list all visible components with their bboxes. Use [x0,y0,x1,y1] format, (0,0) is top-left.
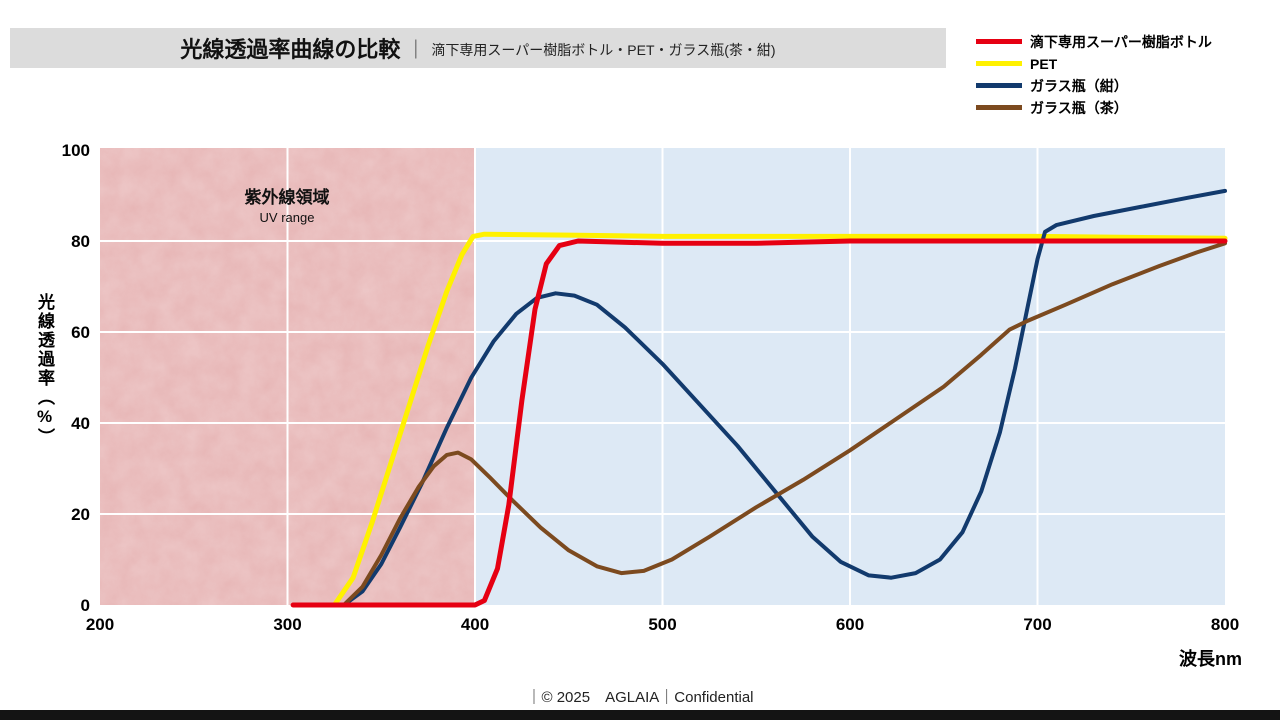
title-bar: 光線透過率曲線の比較 ｜ 滴下専用スーパー樹脂ボトル・PET・ガラス瓶(茶・紺) [10,28,946,68]
legend-label: ガラス瓶（紺） [1030,77,1128,94]
x-tick-label: 400 [461,615,489,634]
y-tick-label: 100 [62,141,90,160]
x-tick-label: 800 [1211,615,1239,634]
chart-legend: 滴下専用スーパー樹脂ボトル PET ガラス瓶（紺） ガラス瓶（茶） [976,33,1212,116]
legend-item: PET [976,55,1212,72]
x-tick-label: 600 [836,615,864,634]
y-tick-label: 80 [71,232,90,251]
footer-text: ｜© 2025 AGLAIA｜Confidential [526,689,754,706]
x-tick-label: 200 [86,615,114,634]
y-tick-label: 0 [81,596,90,615]
title-divider: ｜ [406,39,426,61]
x-tick-label: 300 [273,615,301,634]
series-line-2 [341,188,1227,607]
series-line-0 [290,238,1228,608]
legend-item: ガラス瓶（紺） [976,77,1212,94]
y-axis-title: 光線透過率（%） [35,293,54,447]
y-tick-label: 60 [71,323,90,342]
legend-swatch [976,61,1022,66]
legend-swatch [976,83,1022,88]
page-subtitle: 滴下専用スーパー樹脂ボトル・PET・ガラス瓶(茶・紺) [431,41,776,58]
legend-item: ガラス瓶（茶） [976,99,1212,116]
uv-range-label: 紫外線領域 UV range [187,183,387,225]
page-title: 光線透過率曲線の比較 [180,37,401,62]
y-tick-label: 20 [71,505,90,524]
legend-item: 滴下専用スーパー樹脂ボトル [976,33,1212,50]
x-axis-title: 波長nm [1179,649,1242,669]
legend-label: ガラス瓶（茶） [1030,99,1128,116]
x-tick-label: 500 [648,615,676,634]
legend-swatch [976,39,1022,44]
uv-range-label-jp: 紫外線領域 [244,188,330,207]
series-line-3 [341,241,1227,607]
x-tick-label: 700 [1023,615,1051,634]
legend-label: 滴下専用スーパー樹脂ボトル [1030,33,1212,50]
y-axis-tick-labels: 0 20 40 60 80 100 [62,141,90,615]
bottom-bar [0,710,1280,720]
uv-range-label-en: UV range [259,210,315,225]
legend-label: PET [1030,55,1058,72]
legend-swatch [976,105,1022,110]
x-axis-tick-labels: 200 300 400 500 600 700 800 [86,615,1239,634]
y-tick-label: 40 [71,414,90,433]
series-line-1 [300,231,1228,608]
